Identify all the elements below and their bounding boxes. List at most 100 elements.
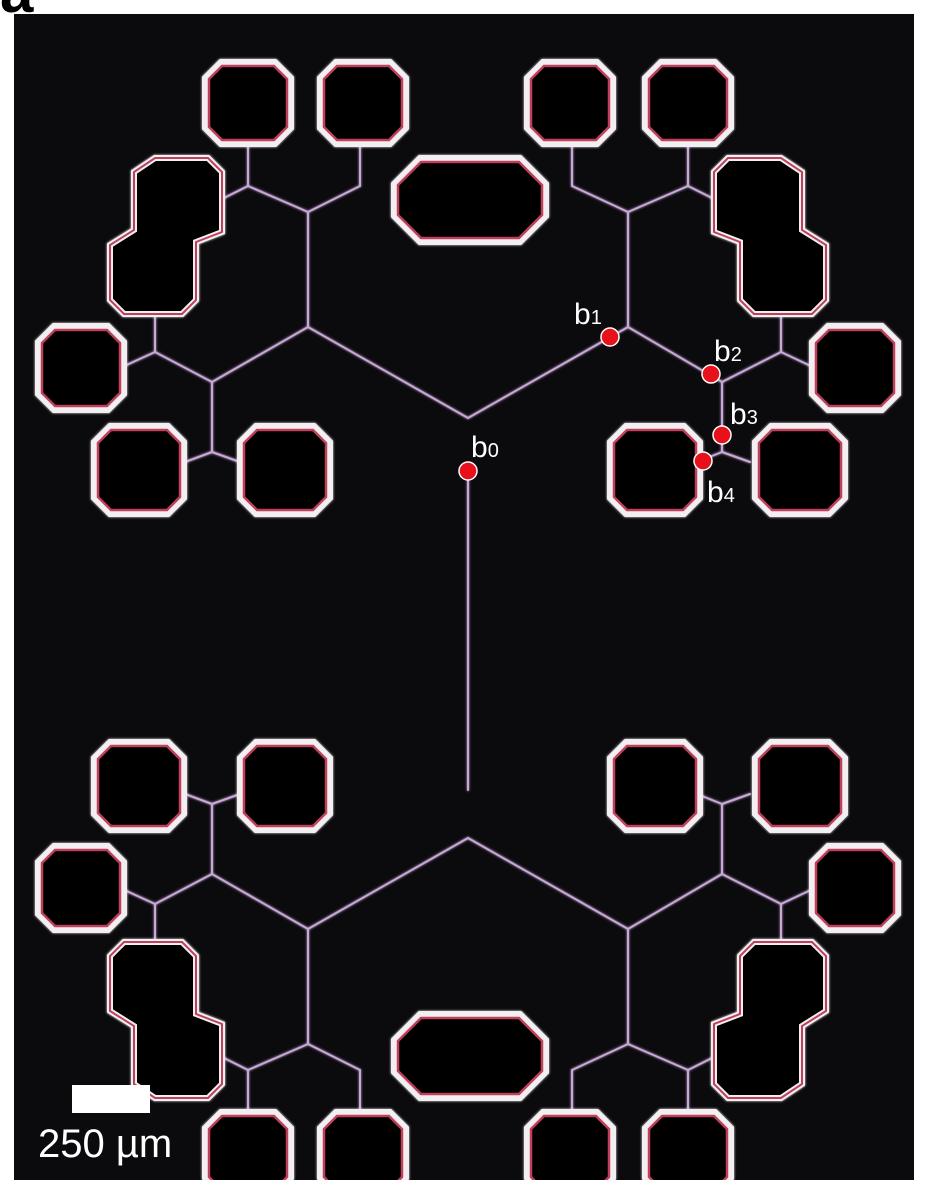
channel-segment [247, 1043, 309, 1071]
branch-label-index: 2 [731, 344, 742, 366]
chamber-wall-inner [242, 744, 328, 828]
channel-segment [721, 793, 751, 805]
chamber-wall-inner [40, 328, 122, 408]
channel-segment [721, 451, 751, 463]
chamber-wall-outer [317, 59, 409, 147]
chamber [35, 323, 127, 413]
microfluidic-tree-micrograph: b0 b1 b2 b3 b4 [14, 14, 914, 1180]
chamber [642, 1109, 734, 1180]
chamber-wall-outer [237, 423, 333, 517]
chamber-wall-outer [524, 1109, 616, 1180]
chamber-wall-outer [809, 323, 901, 413]
chamber-wall-inner [96, 744, 182, 828]
chamber [237, 423, 333, 517]
svg-text:b4: b4 [707, 476, 735, 509]
chamber [711, 939, 829, 1101]
chamber-wall-outer [91, 739, 187, 833]
channel-segment [184, 793, 213, 805]
chamber [107, 155, 225, 317]
chamber-wall-outer [202, 1109, 294, 1180]
branch-label-index: 3 [747, 407, 758, 429]
chamber-wall-outer [752, 739, 848, 833]
chamber-wall-inner [96, 428, 182, 512]
chamber-wall-outer [752, 423, 848, 517]
chamber-wall-inner [757, 744, 843, 828]
chamber [91, 739, 187, 833]
branch-label-index: 0 [488, 440, 499, 462]
chamber-wall-outer [391, 1011, 549, 1101]
chamber-wall-outer [202, 59, 294, 147]
chamber-wall-inner [109, 941, 223, 1099]
chamber [607, 423, 703, 517]
chamber-wall-inner [207, 1114, 289, 1180]
branch-marker-dot [701, 364, 721, 384]
chamber-wall-outer [607, 423, 703, 517]
chamber-wall-inner [647, 64, 729, 142]
svg-text:b1: b1 [574, 298, 602, 331]
channel-segment [467, 326, 629, 419]
chamber-wall-outer [524, 59, 616, 147]
branch-marker-dot [600, 327, 620, 347]
channel-segment [627, 1043, 689, 1071]
branch-point-b0: b0 [458, 431, 499, 481]
chamber [317, 1109, 409, 1180]
chamber [237, 739, 333, 833]
chamber-wall-outer [809, 843, 901, 933]
chamber-wall-outer [642, 1109, 734, 1180]
channel-network [119, 139, 816, 1117]
channel-segment [307, 326, 469, 419]
chamber-wall-inner [647, 1114, 729, 1180]
scale-bar-label: 250 µm [38, 1122, 173, 1166]
chamber-wall-inner [242, 428, 328, 512]
chamber-wall-inner [814, 848, 896, 928]
branch-label-letter: b [707, 476, 724, 509]
channel-segment [154, 873, 213, 905]
chamber [317, 59, 409, 147]
chamber-wall-outer [237, 739, 333, 833]
branch-label-letter: b [574, 298, 591, 331]
chamber [809, 843, 901, 933]
chamber [752, 739, 848, 833]
chamber-wall-outer [391, 155, 549, 245]
svg-text:b0: b0 [471, 431, 499, 464]
branch-marker-dot [458, 461, 478, 481]
chamber [524, 1109, 616, 1180]
branch-marker-dot [712, 425, 732, 445]
chamber [809, 323, 901, 413]
scale-bar [72, 1085, 150, 1113]
channel-segment [247, 185, 309, 213]
chamber-wall-inner [529, 64, 611, 142]
chamber [202, 1109, 294, 1180]
chamber-wall-inner [814, 328, 896, 408]
branch-point-b1: b1 [574, 298, 620, 347]
chamber [91, 423, 187, 517]
chamber-wall-inner [612, 428, 698, 512]
svg-text:b3: b3 [730, 398, 758, 431]
chamber-wall-inner [109, 157, 223, 315]
chamber-array [35, 59, 901, 1180]
chamber [35, 843, 127, 933]
chamber-wall-inner [713, 941, 827, 1099]
channel-segment [211, 793, 241, 805]
branch-marker-dot [693, 451, 713, 471]
branch-point-b2: b2 [701, 335, 742, 384]
svg-text:b2: b2 [714, 335, 742, 368]
chamber [642, 59, 734, 147]
channel-segment [154, 351, 213, 383]
channel-segment [721, 873, 782, 905]
chamber-wall-inner [612, 744, 698, 828]
branch-label-letter: b [730, 398, 747, 431]
channel-segment [307, 1043, 361, 1071]
chamber [524, 59, 616, 147]
chamber [391, 1011, 549, 1101]
chamber-wall-inner [322, 64, 404, 142]
chamber [752, 423, 848, 517]
chamber [107, 939, 225, 1101]
branch-point-markers: b0 b1 b2 b3 b4 [458, 298, 758, 509]
chamber [202, 59, 294, 147]
channel-segment [627, 185, 689, 213]
channel-segment [571, 1043, 629, 1071]
chamber [607, 739, 703, 833]
channel-segment [211, 326, 309, 383]
chamber-wall-outer [35, 323, 127, 413]
